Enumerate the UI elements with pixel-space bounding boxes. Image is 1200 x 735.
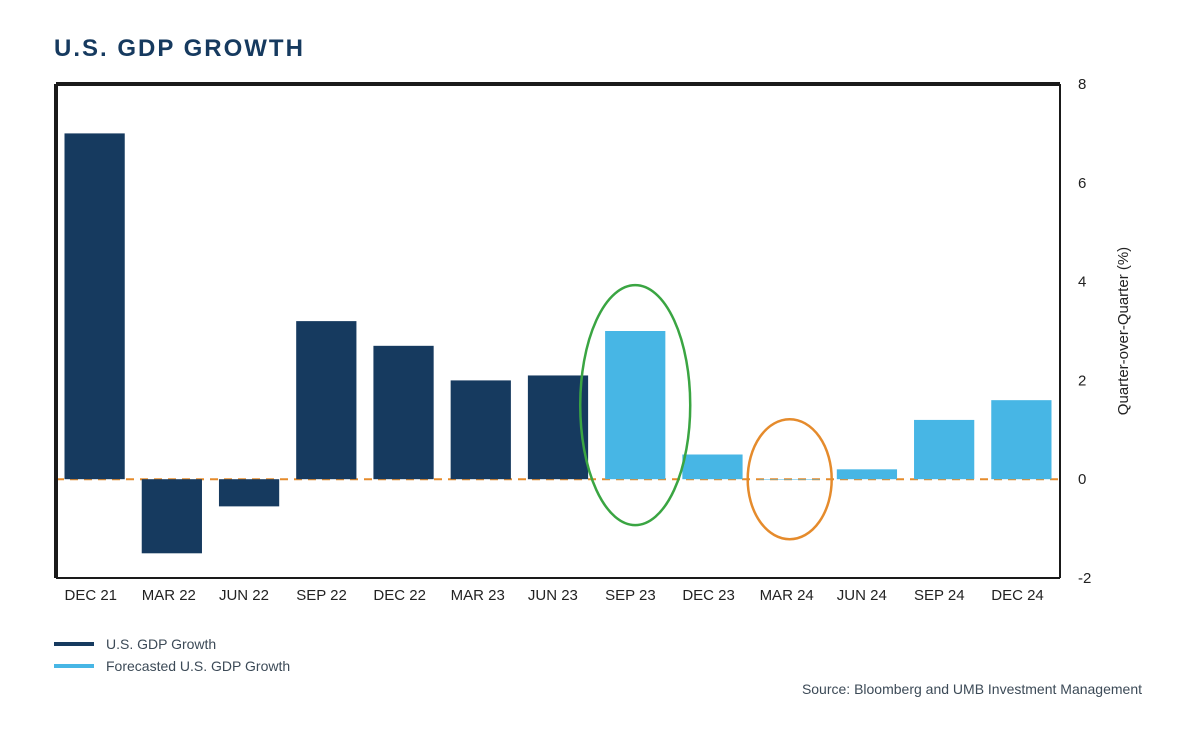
bar-mar-24	[760, 479, 820, 480]
bar-dec-22	[373, 346, 433, 479]
legend-item-actual: U.S. GDP Growth	[54, 636, 1150, 652]
legend-label-forecast: Forecasted U.S. GDP Growth	[106, 658, 290, 674]
legend-swatch-actual	[54, 642, 94, 646]
ytick-8: 8	[1078, 78, 1086, 93]
bar-sep-23	[605, 331, 665, 479]
yaxis-title: Quarter-over-Quarter (%)	[1115, 247, 1132, 415]
xlabel-0: DEC 21	[65, 587, 118, 604]
page-root: U.S. GDP GROWTH DEC 21 MAR 22 JUN 22 SEP 22…	[0, 0, 1200, 735]
ytick--2: -2	[1078, 570, 1091, 587]
bar-dec-23	[682, 455, 742, 480]
bar-jun-24	[837, 469, 897, 479]
ytick-4: 4	[1078, 274, 1086, 291]
legend-swatch-forecast	[54, 664, 94, 668]
legend: U.S. GDP Growth Forecasted U.S. GDP Grow…	[54, 636, 1150, 674]
xlabel-2: JUN 22	[219, 587, 269, 604]
ytick-2: 2	[1078, 372, 1086, 389]
xlabel-3: SEP 22	[296, 587, 347, 604]
xlabel-10: JUN 24	[837, 587, 887, 604]
xlabel-8: DEC 23	[682, 587, 735, 604]
bar-jun-23	[528, 375, 588, 479]
legend-item-forecast: Forecasted U.S. GDP Growth	[54, 658, 1150, 674]
xlabel-12: DEC 24	[991, 587, 1044, 604]
xlabel-6: JUN 23	[528, 587, 578, 604]
bar-dec-21	[65, 133, 125, 479]
bar-jun-22	[219, 479, 279, 506]
bar-mar-23	[451, 380, 511, 479]
xlabel-4: DEC 22	[373, 587, 426, 604]
gdp-bar-chart: DEC 21 MAR 22 JUN 22 SEP 22 DEC 22 MAR 23 JUN …	[50, 78, 1140, 618]
bar-mar-22	[142, 479, 202, 553]
bar-sep-22	[296, 321, 356, 479]
xlabel-9: MAR 24	[760, 587, 814, 604]
ytick-0: 0	[1078, 471, 1086, 488]
legend-label-actual: U.S. GDP Growth	[106, 636, 216, 652]
xlabel-5: MAR 23	[451, 587, 505, 604]
bar-sep-24	[914, 420, 974, 479]
xlabel-7: SEP 23	[605, 587, 656, 604]
xlabel-11: SEP 24	[914, 587, 965, 604]
ytick-6: 6	[1078, 175, 1086, 192]
chart-title: U.S. GDP GROWTH	[54, 35, 1150, 63]
xlabel-1: MAR 22	[142, 587, 196, 604]
source-text: Source: Bloomberg and UMB Investment Man…	[802, 681, 1142, 697]
bar-dec-24	[991, 400, 1051, 479]
chart-container: DEC 21 MAR 22 JUN 22 SEP 22 DEC 22 MAR 23 JUN …	[50, 78, 1140, 618]
